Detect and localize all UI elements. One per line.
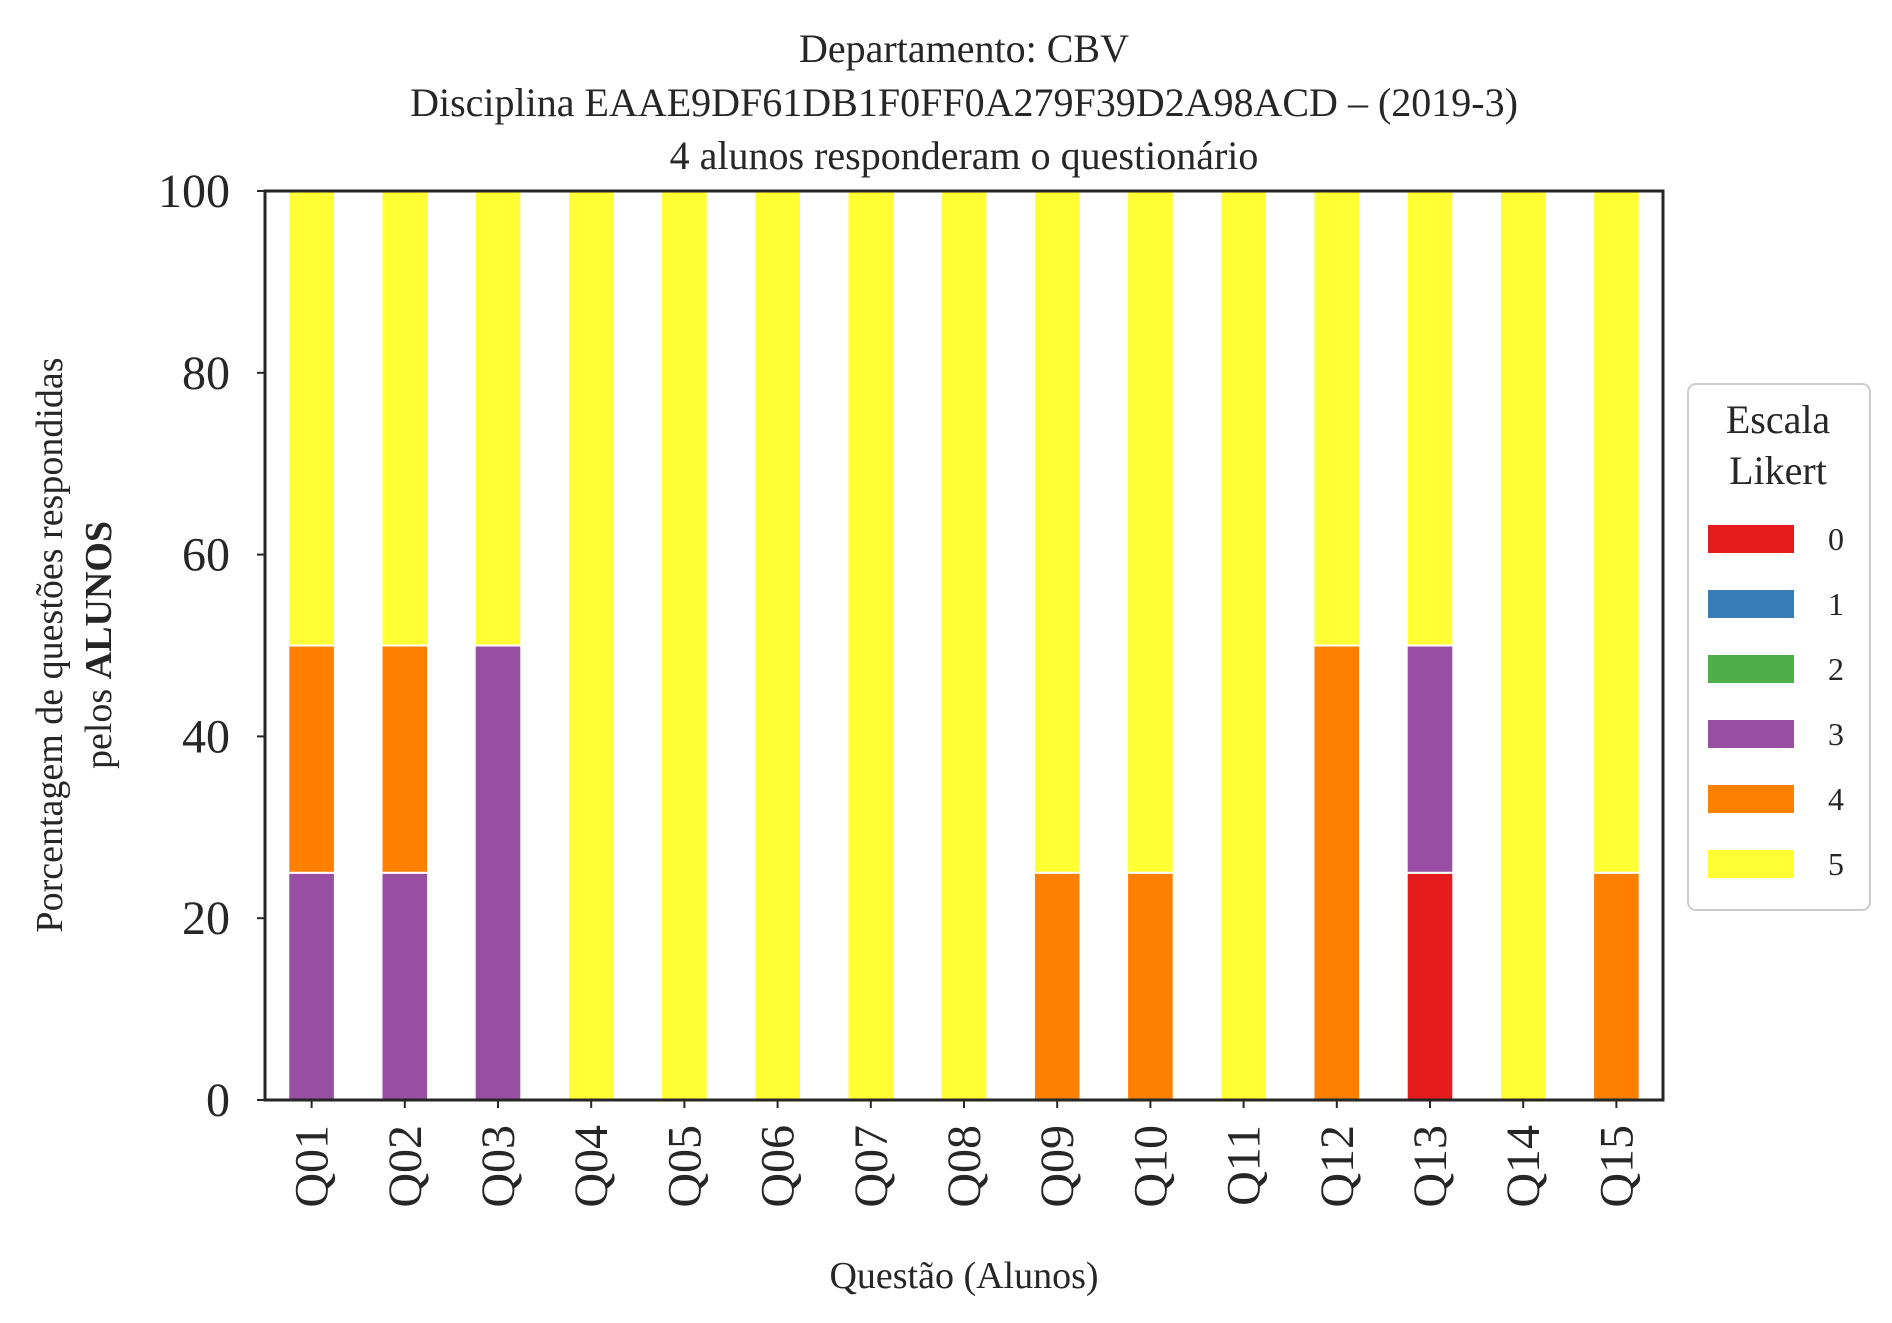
bar-q02-escala-4	[380, 644, 430, 874]
bar-q13-escala-3	[1405, 644, 1455, 874]
x-tick-label-q03: Q03	[472, 1125, 525, 1208]
bar-q03-escala-3	[473, 644, 523, 1101]
x-tick-label-q07: Q07	[845, 1125, 898, 1208]
x-tick-label-q13: Q13	[1404, 1125, 1457, 1208]
y-axis-label-line-1: Porcentagem de questões respondidas	[29, 357, 71, 932]
bar-q02-escala-5	[380, 190, 430, 647]
legend-label-0: 0	[1828, 521, 1844, 557]
legend-label-5: 5	[1828, 846, 1844, 882]
legend-swatch-1	[1708, 590, 1794, 618]
legend-label-4: 4	[1828, 781, 1844, 817]
x-tick-label-q06: Q06	[752, 1125, 805, 1208]
x-tick-label-q08: Q08	[938, 1125, 991, 1208]
bar-q08-escala-5	[939, 190, 989, 1101]
x-ticks: Q01 Q02 Q03 Q04 Q05 Q06 Q07 Q08 Q09 Q10 Q11 Q12 Q13 Q…	[286, 1100, 1643, 1208]
x-tick-label-q01: Q01	[286, 1125, 339, 1208]
x-tick-label-q14: Q14	[1497, 1125, 1550, 1208]
bar-q12-escala-4	[1312, 644, 1362, 1101]
y-tick-label-0: 0	[206, 1074, 230, 1127]
bar-q11-escala-5	[1219, 190, 1268, 1101]
legend-label-1: 1	[1828, 586, 1844, 622]
bar-q06-escala-5	[753, 190, 802, 1101]
bar-q03-escala-5	[473, 190, 523, 647]
legend-swatch-5	[1708, 850, 1794, 878]
legend-box	[1687, 383, 1871, 911]
chart-title: Departamento: CBV Disciplina EAAE9DF61DB…	[410, 26, 1518, 178]
bar-q05-escala-5	[660, 190, 709, 1101]
bar-q13-escala-0	[1405, 871, 1455, 1101]
legend-title-line-2: Likert	[1729, 448, 1827, 493]
bar-q15-escala-5	[1592, 190, 1641, 874]
bar-q09-escala-5	[1032, 190, 1082, 874]
y-ticks: 0 20 40 60 80 100	[158, 165, 265, 1127]
bar-q01-escala-5	[287, 190, 336, 647]
bar-q09-escala-4	[1032, 871, 1082, 1101]
title-line-3: 4 alunos responderam o questionário	[670, 133, 1259, 178]
x-tick-label-q02: Q02	[379, 1125, 432, 1208]
y-axis-label-line-2: pelos ALUNOS	[78, 521, 120, 769]
y-axis-label: Porcentagem de questões respondidas pelo…	[29, 357, 120, 932]
legend-swatch-0	[1708, 525, 1794, 553]
x-tick-label-q12: Q12	[1311, 1125, 1364, 1208]
x-tick-label-q10: Q10	[1124, 1125, 1177, 1208]
bar-q14-escala-5	[1498, 190, 1548, 1101]
title-line-2: Disciplina EAAE9DF61DB1F0FF0A279F39D2A98…	[410, 80, 1518, 125]
x-axis-label: Questão (Alunos)	[829, 1255, 1098, 1297]
bar-q01-escala-4	[287, 644, 336, 874]
y-tick-label-20: 20	[182, 892, 230, 945]
y-axis-label-bold: ALUNOS	[78, 521, 120, 679]
y-tick-label-40: 40	[182, 710, 230, 763]
bars-group	[287, 190, 1641, 1101]
legend-swatch-3	[1708, 720, 1794, 748]
bar-q04-escala-5	[566, 190, 616, 1101]
legend-label-3: 3	[1828, 716, 1844, 752]
y-tick-label-100: 100	[158, 165, 230, 218]
bar-q07-escala-5	[846, 190, 896, 1101]
y-axis-label-prefix: pelos	[78, 679, 120, 769]
legend: Escala Likert 0 1 2 3 4 5	[1687, 383, 1871, 911]
bar-q15-escala-4	[1592, 871, 1641, 1101]
y-tick-label-60: 60	[182, 529, 230, 582]
title-line-1: Departamento: CBV	[799, 26, 1129, 71]
bar-q01-escala-3	[287, 871, 336, 1101]
y-tick-label-80: 80	[182, 347, 230, 400]
x-tick-label-q04: Q04	[565, 1125, 618, 1208]
bar-q10-escala-5	[1126, 190, 1175, 874]
x-tick-label-q11: Q11	[1218, 1125, 1271, 1206]
x-tick-label-q15: Q15	[1590, 1125, 1643, 1208]
legend-swatch-4	[1708, 785, 1794, 813]
bar-q10-escala-4	[1126, 871, 1175, 1101]
legend-items: 0 1 2 3 4 5	[1708, 521, 1844, 882]
legend-label-2: 2	[1828, 651, 1844, 687]
x-tick-label-q09: Q09	[1031, 1125, 1084, 1208]
x-tick-label-q05: Q05	[658, 1125, 711, 1208]
bar-q12-escala-5	[1312, 190, 1362, 647]
bar-q13-escala-5	[1405, 190, 1455, 647]
legend-swatch-2	[1708, 655, 1794, 683]
bar-q02-escala-3	[380, 871, 430, 1101]
legend-title-line-1: Escala	[1726, 397, 1831, 442]
